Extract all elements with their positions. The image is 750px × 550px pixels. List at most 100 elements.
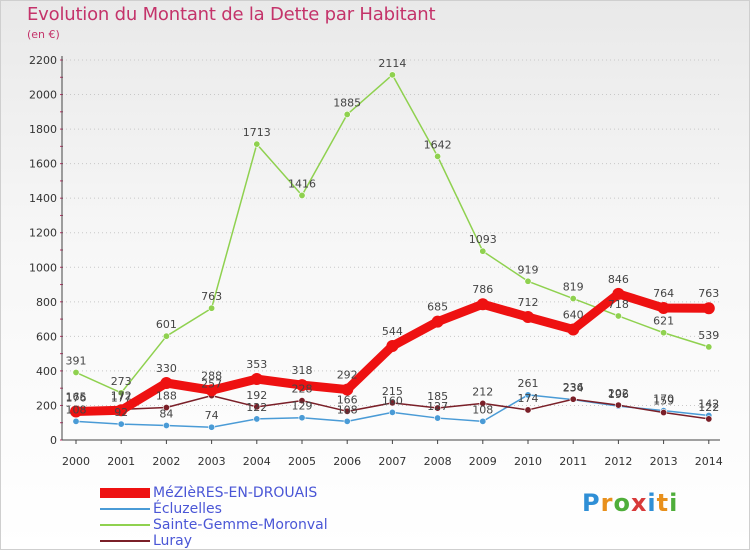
x-tick-label: 2005	[288, 455, 316, 468]
y-tick-label: 200	[36, 399, 57, 412]
data-label: 74	[205, 409, 219, 422]
data-point	[162, 404, 170, 412]
data-point	[343, 417, 351, 425]
x-tick-label: 2000	[62, 455, 90, 468]
data-label: 228	[292, 383, 313, 396]
data-point	[298, 191, 306, 199]
data-label: 712	[518, 296, 539, 309]
data-point	[117, 420, 125, 428]
legend-label: Luray	[153, 533, 193, 549]
data-point	[205, 384, 218, 397]
data-point	[434, 152, 442, 160]
data-label: 846	[608, 273, 629, 286]
data-label: 764	[653, 287, 674, 300]
data-label: 84	[159, 407, 173, 420]
x-tick-label: 2004	[243, 455, 271, 468]
data-label: 353	[246, 358, 267, 371]
data-label: 192	[246, 389, 267, 402]
data-label: 108	[472, 403, 493, 416]
data-point	[702, 302, 715, 315]
data-label: 685	[427, 301, 448, 314]
data-label: 288	[201, 369, 222, 382]
data-label: 159	[653, 395, 674, 408]
data-point	[70, 405, 82, 418]
data-label: 330	[156, 362, 177, 375]
data-label: 122	[246, 401, 267, 414]
y-tick-label: 1000	[29, 261, 57, 274]
data-point	[705, 415, 713, 423]
data-label: 1642	[424, 138, 452, 151]
data-label: 92	[114, 406, 128, 419]
data-label: 786	[472, 283, 493, 296]
data-label: 292	[337, 369, 358, 382]
chart-title: Evolution du Montant de la Dette par Hab…	[27, 4, 436, 25]
logo-letter: r	[600, 489, 614, 517]
data-label: 176	[66, 392, 87, 405]
data-label: 196	[608, 388, 629, 401]
data-point	[479, 247, 487, 255]
legend-swatch	[100, 524, 150, 526]
y-tick-label: 0	[50, 434, 57, 447]
data-point	[343, 407, 351, 415]
data-label: 919	[518, 263, 539, 276]
logo-letter: i	[647, 489, 657, 517]
data-label: 202	[608, 387, 629, 400]
x-tick-label: 2012	[604, 455, 632, 468]
data-point	[162, 332, 170, 340]
data-label: 108	[337, 403, 358, 416]
x-tick-label: 2001	[107, 455, 135, 468]
data-label: 172	[111, 389, 132, 402]
data-label: 1713	[243, 126, 271, 139]
data-label: 1093	[469, 233, 497, 246]
data-point	[614, 312, 622, 320]
data-point	[298, 397, 306, 405]
data-label: 763	[201, 290, 222, 303]
data-point	[208, 423, 216, 431]
data-label: 1416	[288, 177, 316, 190]
y-tick-label: 800	[36, 296, 57, 309]
data-point	[298, 414, 306, 422]
data-label: 174	[518, 392, 539, 405]
data-label: 122	[698, 401, 719, 414]
chart-subtitle: (en €)	[27, 28, 60, 41]
data-point	[253, 403, 261, 411]
data-label: 621	[653, 315, 674, 328]
y-tick-label: 600	[36, 330, 57, 343]
data-point	[72, 368, 80, 376]
data-label: 318	[292, 364, 313, 377]
data-label: 544	[382, 325, 403, 338]
data-label: 718	[608, 298, 629, 311]
data-label: 142	[698, 397, 719, 410]
data-point	[434, 404, 442, 412]
data-point	[524, 277, 532, 285]
data-label: 188	[156, 390, 177, 403]
x-tick-label: 2010	[514, 455, 542, 468]
logo-letter: P	[582, 489, 601, 517]
data-point	[343, 110, 351, 118]
x-tick-label: 2007	[378, 455, 406, 468]
data-point	[250, 373, 263, 386]
logo-letter: o	[613, 489, 631, 517]
data-point	[386, 340, 399, 353]
data-point	[522, 311, 534, 324]
data-label: 819	[563, 281, 584, 294]
data-point	[569, 395, 577, 403]
data-label: 601	[156, 318, 177, 331]
data-label: 177	[111, 391, 132, 404]
x-tick-label: 2013	[650, 455, 678, 468]
data-point	[253, 415, 261, 423]
data-label: 160	[382, 394, 403, 407]
logo-letter: x	[630, 489, 648, 517]
y-tick-label: 400	[36, 365, 57, 378]
data-label: 261	[518, 377, 539, 390]
data-point	[115, 404, 128, 417]
data-point	[657, 302, 670, 315]
data-point	[476, 298, 489, 311]
data-label: 127	[427, 400, 448, 413]
data-point	[524, 391, 532, 399]
y-tick-label: 2200	[29, 54, 57, 67]
data-label: 257	[201, 378, 222, 391]
y-tick-label: 1600	[29, 158, 57, 171]
x-tick-label: 2006	[333, 455, 361, 468]
